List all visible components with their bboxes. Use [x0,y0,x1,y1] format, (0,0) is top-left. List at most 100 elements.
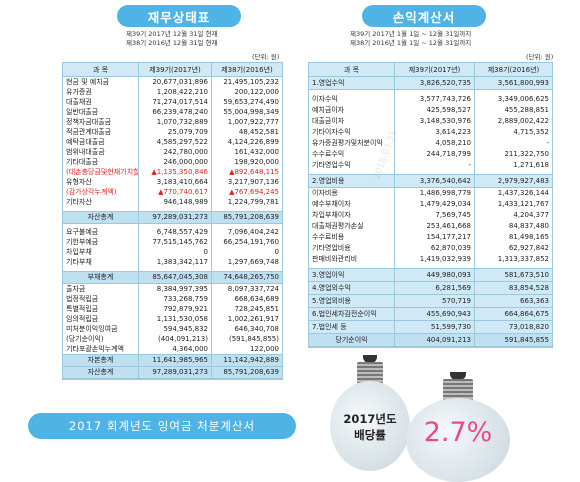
spacer-row [308,89,553,94]
value-2017-cell: 0 [138,247,212,257]
value-2017-cell: 455,690,943 [394,307,475,321]
value-2016-cell: 668,634,689 [211,293,283,304]
account-cell: 판매비와관리비 [308,253,395,265]
value-2016-cell: 55,004,998,349 [211,107,283,117]
table-row: 예수부채이자 1,479,429,034 1,433,121,767 [308,198,553,210]
value-2016-cell: 646,340,708 [211,323,283,334]
income-statement-title: 손익계산서 [362,5,486,27]
value-2017-cell: 253,461,668 [394,220,475,232]
value-2016-cell: 1,297,669,748 [211,257,283,267]
value-2016-cell: 1,007,922,777 [211,117,283,127]
value-2016-cell: 21,495,105,232 [211,76,283,87]
value-2017-cell: 71,274,017,514 [138,97,212,107]
surplus-disposition-title: 2017 회계년도 잉여금 처분계산서 [28,413,296,439]
account-cell: 유가증권평가및처분이익 [308,137,395,149]
value-2016-cell: 1,433,121,767 [474,198,553,210]
value-2016-cell: 3,561,800,993 [474,76,553,90]
balance-sheet-title: 재무상태표 [117,5,241,27]
value-2016-cell: 74,648,265,750 [211,270,283,284]
account-cell: 6.법인세차감전순이익 [308,307,395,321]
table-row: 4.영업외수익 6,281,569 83,854,528 [308,281,553,295]
value-2016-cell: 663,363 [474,294,553,308]
table-row: 출자금 8,384,997,395 8,097,337,724 [62,283,283,294]
period-line-1: 제39기 2017년 1월 1일 ~ 12월 31일까지 [350,30,472,38]
value-2017-cell: 1,486,998,779 [394,187,475,199]
value-2016-cell [211,267,283,271]
income-statement-period: 제39기 2017년 1월 1일 ~ 12월 31일까지 제38기 2016년 … [350,30,471,47]
table-row: 이자비용 1,486,998,779 1,437,326,144 [308,187,553,199]
table-row: 5.영업외비용 570,719 663,363 [308,294,553,308]
account-cell: 특별적립금 [62,303,139,314]
table-row: 당기순이익 404,091,213 591,845,855 [308,333,553,347]
table-row: 자본총계 11,641,985,965 11,142,942,889 [62,353,283,367]
value-2016-cell: 1,313,337,852 [474,253,553,265]
value-2016-cell: 4,715,352 [474,126,553,138]
col-header-account: 과 목 [62,62,139,77]
table-row: 유형자산 3,183,410,664 3,217,907,136 [62,177,283,187]
value-2016-cell: 2,979,927,483 [474,174,553,188]
value-2017-cell: 946,148,989 [138,197,212,207]
account-cell: 일반대출금 [62,107,139,117]
dividend-rate-value: 2.7% [423,417,493,448]
value-2016-cell: 84,837,480 [474,220,553,232]
account-cell: 기타이자수익 [308,126,395,138]
account-cell: 임의적립금 [62,313,139,324]
account-cell: 이자비용 [308,187,395,199]
table-row: 부채총계 85,647,045,308 74,648,265,750 [62,270,283,284]
account-cell: 법정적립금 [62,293,139,304]
table-row: 2.영업비용 3,376,540,642 2,979,927,483 [308,174,553,188]
spacer-row [62,223,283,227]
table-row: 차입부채 0 0 [62,247,283,257]
account-cell: 당기순이익 [308,333,395,347]
col-header-2016: 제38기(2016년) [211,62,283,77]
account-cell: 미처분이익잉여금 [62,323,139,334]
value-2016-cell: - [474,137,553,149]
value-2017-cell: 1,208,422,210 [138,87,212,97]
table-row: 임의적립금 1,131,530,058 1,002,261,917 [62,313,283,324]
account-cell: 요구불예금 [62,227,139,237]
value-2016-cell: (591,845,855) [211,333,283,344]
dividend-rate-label: 배당률 [354,428,386,442]
value-2016-cell: 1,224,799,781 [211,197,283,207]
value-2017-cell: 77,515,145,762 [138,237,212,247]
account-cell: 4.영업외수익 [308,281,395,295]
value-2017-cell: 97,289,031,273 [138,365,212,379]
value-2017-cell: 1,419,032,939 [394,253,475,265]
col-header-2017: 제39기(2017년) [138,62,212,77]
value-2016-cell: ▲892,648,115 [211,167,283,177]
value-2017-cell: 1,383,342,117 [138,257,212,267]
account-cell: 2.영업비용 [308,174,395,188]
value-2017-cell: ▲1,135,350,846 [138,167,212,177]
account-cell: 범위내대출금 [62,147,139,157]
value-2017-cell: 3,376,540,642 [394,174,475,188]
value-2016-cell [474,89,553,94]
table-row: 적금관계대출금 25,079,709 48,452,581 [62,127,283,137]
value-2017-cell: 62,870,039 [394,242,475,254]
value-2017-cell: 449,980,093 [394,268,475,282]
table-row: 기타자산 946,148,989 1,224,799,781 [62,197,283,207]
value-2016-cell [474,170,553,175]
value-2017-cell: - [394,159,475,171]
value-2016-cell: 0 [211,247,283,257]
table-row: 기타영업수익 -1,271,618 [308,159,553,171]
account-cell: 자산총계 [62,210,139,224]
table-row: 기한부예금 77,515,145,762 66,254,191,760 [62,237,283,247]
account-cell: 대출채권평가손실 [308,220,395,232]
value-2016-cell: 81,498,165 [474,231,553,243]
value-2016-cell: 728,245,851 [211,303,283,314]
value-2017-cell: 66,239,478,240 [138,107,212,117]
value-2016-cell: 664,864,675 [474,307,553,321]
value-2016-cell: 83,854,528 [474,281,553,295]
table-row: 미처분이익잉여금 594,945,832 646,340,708 [62,323,283,334]
value-2017-cell: 6,748,557,429 [138,227,212,237]
table-row: 예치금이자 425,598,527 455,288,851 [308,104,553,116]
value-2017-cell: ▲770,740,617 [138,187,212,197]
account-cell: 7.법인세 등 [308,320,395,334]
value-2016-cell: 122,000 [211,343,283,354]
value-2016-cell: 581,673,510 [474,268,553,282]
account-cell: 부채총계 [62,270,139,284]
value-2016-cell [211,223,283,227]
value-2017-cell: 570,719 [394,294,475,308]
account-cell: 대출금이자 [308,115,395,127]
value-2017-cell: 7,569,745 [394,209,475,221]
